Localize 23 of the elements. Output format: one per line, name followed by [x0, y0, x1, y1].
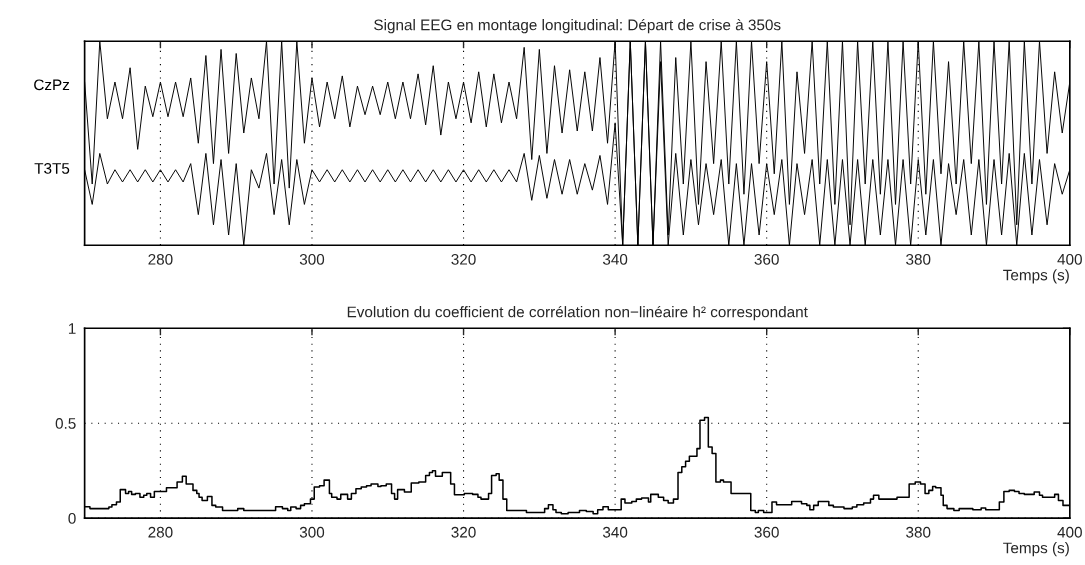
y-tick-label: 0 — [68, 512, 76, 524]
x-axis-title: Temps (s) — [1003, 542, 1069, 557]
x-tick-label: 300 — [299, 526, 325, 538]
x-tick-label: 320 — [451, 526, 476, 538]
chart-title: Evolution du coefficient de corrélation non−linéaire h² correspondant — [347, 305, 808, 321]
x-tick-label: 340 — [602, 526, 628, 538]
x-tick-label: 360 — [754, 253, 779, 265]
x-tick-label: 300 — [299, 253, 325, 265]
series-label: T3T5 — [34, 163, 70, 174]
x-tick-label: 400 — [1057, 526, 1082, 538]
x-tick-label: 380 — [906, 526, 931, 538]
series-label: CzPz — [34, 79, 70, 91]
x-tick-label: 280 — [148, 526, 173, 538]
x-tick-label: 360 — [754, 526, 779, 538]
x-tick-label: 340 — [602, 253, 628, 265]
x-tick-label: 400 — [1057, 253, 1082, 265]
x-tick-label: 280 — [148, 253, 173, 265]
chart-title: Signal EEG en montage longitudinal: Départ de crise à 350s — [374, 18, 781, 34]
x-tick-label: 320 — [451, 253, 476, 265]
y-tick-label: 1 — [68, 323, 76, 334]
x-axis-title: Temps (s) — [1003, 269, 1069, 284]
y-tick-label: 0.5 — [55, 418, 76, 429]
x-tick-label: 380 — [906, 253, 931, 265]
